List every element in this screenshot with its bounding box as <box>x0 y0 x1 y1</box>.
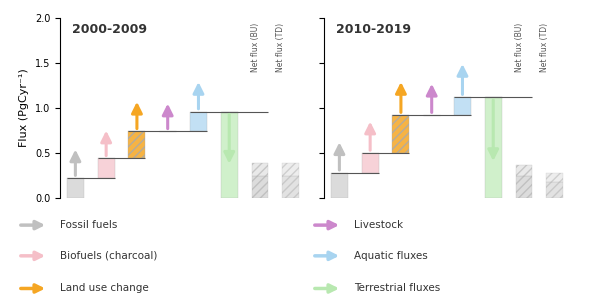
Text: Net flux (TD): Net flux (TD) <box>275 22 284 72</box>
Text: 2000-2009: 2000-2009 <box>72 23 147 36</box>
Bar <box>251 163 268 175</box>
Bar <box>392 115 409 153</box>
Text: Net flux (TD): Net flux (TD) <box>539 22 548 72</box>
Text: Terrestrial fluxes: Terrestrial fluxes <box>354 284 440 293</box>
Bar <box>331 173 348 198</box>
Bar <box>190 112 207 131</box>
Text: Net flux (BU): Net flux (BU) <box>515 22 524 72</box>
Bar <box>67 178 84 198</box>
Bar <box>283 176 299 198</box>
Text: Land use change: Land use change <box>60 284 149 293</box>
Bar <box>515 165 532 176</box>
Bar <box>485 97 502 198</box>
Text: Biofuels (charcoal): Biofuels (charcoal) <box>60 251 157 261</box>
Bar <box>251 176 268 198</box>
Bar <box>454 97 471 115</box>
Text: Livestock: Livestock <box>354 220 403 230</box>
Bar <box>221 112 238 198</box>
Bar <box>128 131 145 158</box>
Text: Aquatic fluxes: Aquatic fluxes <box>354 251 428 261</box>
Bar <box>547 173 563 182</box>
Bar <box>515 176 532 198</box>
Text: Net flux (BU): Net flux (BU) <box>251 22 260 72</box>
Bar <box>362 153 379 173</box>
Bar <box>98 158 115 178</box>
Y-axis label: Flux (PgCyr⁻¹): Flux (PgCyr⁻¹) <box>19 69 29 147</box>
Text: 2010-2019: 2010-2019 <box>336 23 411 36</box>
Bar <box>283 163 299 175</box>
Bar <box>547 182 563 198</box>
Text: Fossil fuels: Fossil fuels <box>60 220 118 230</box>
